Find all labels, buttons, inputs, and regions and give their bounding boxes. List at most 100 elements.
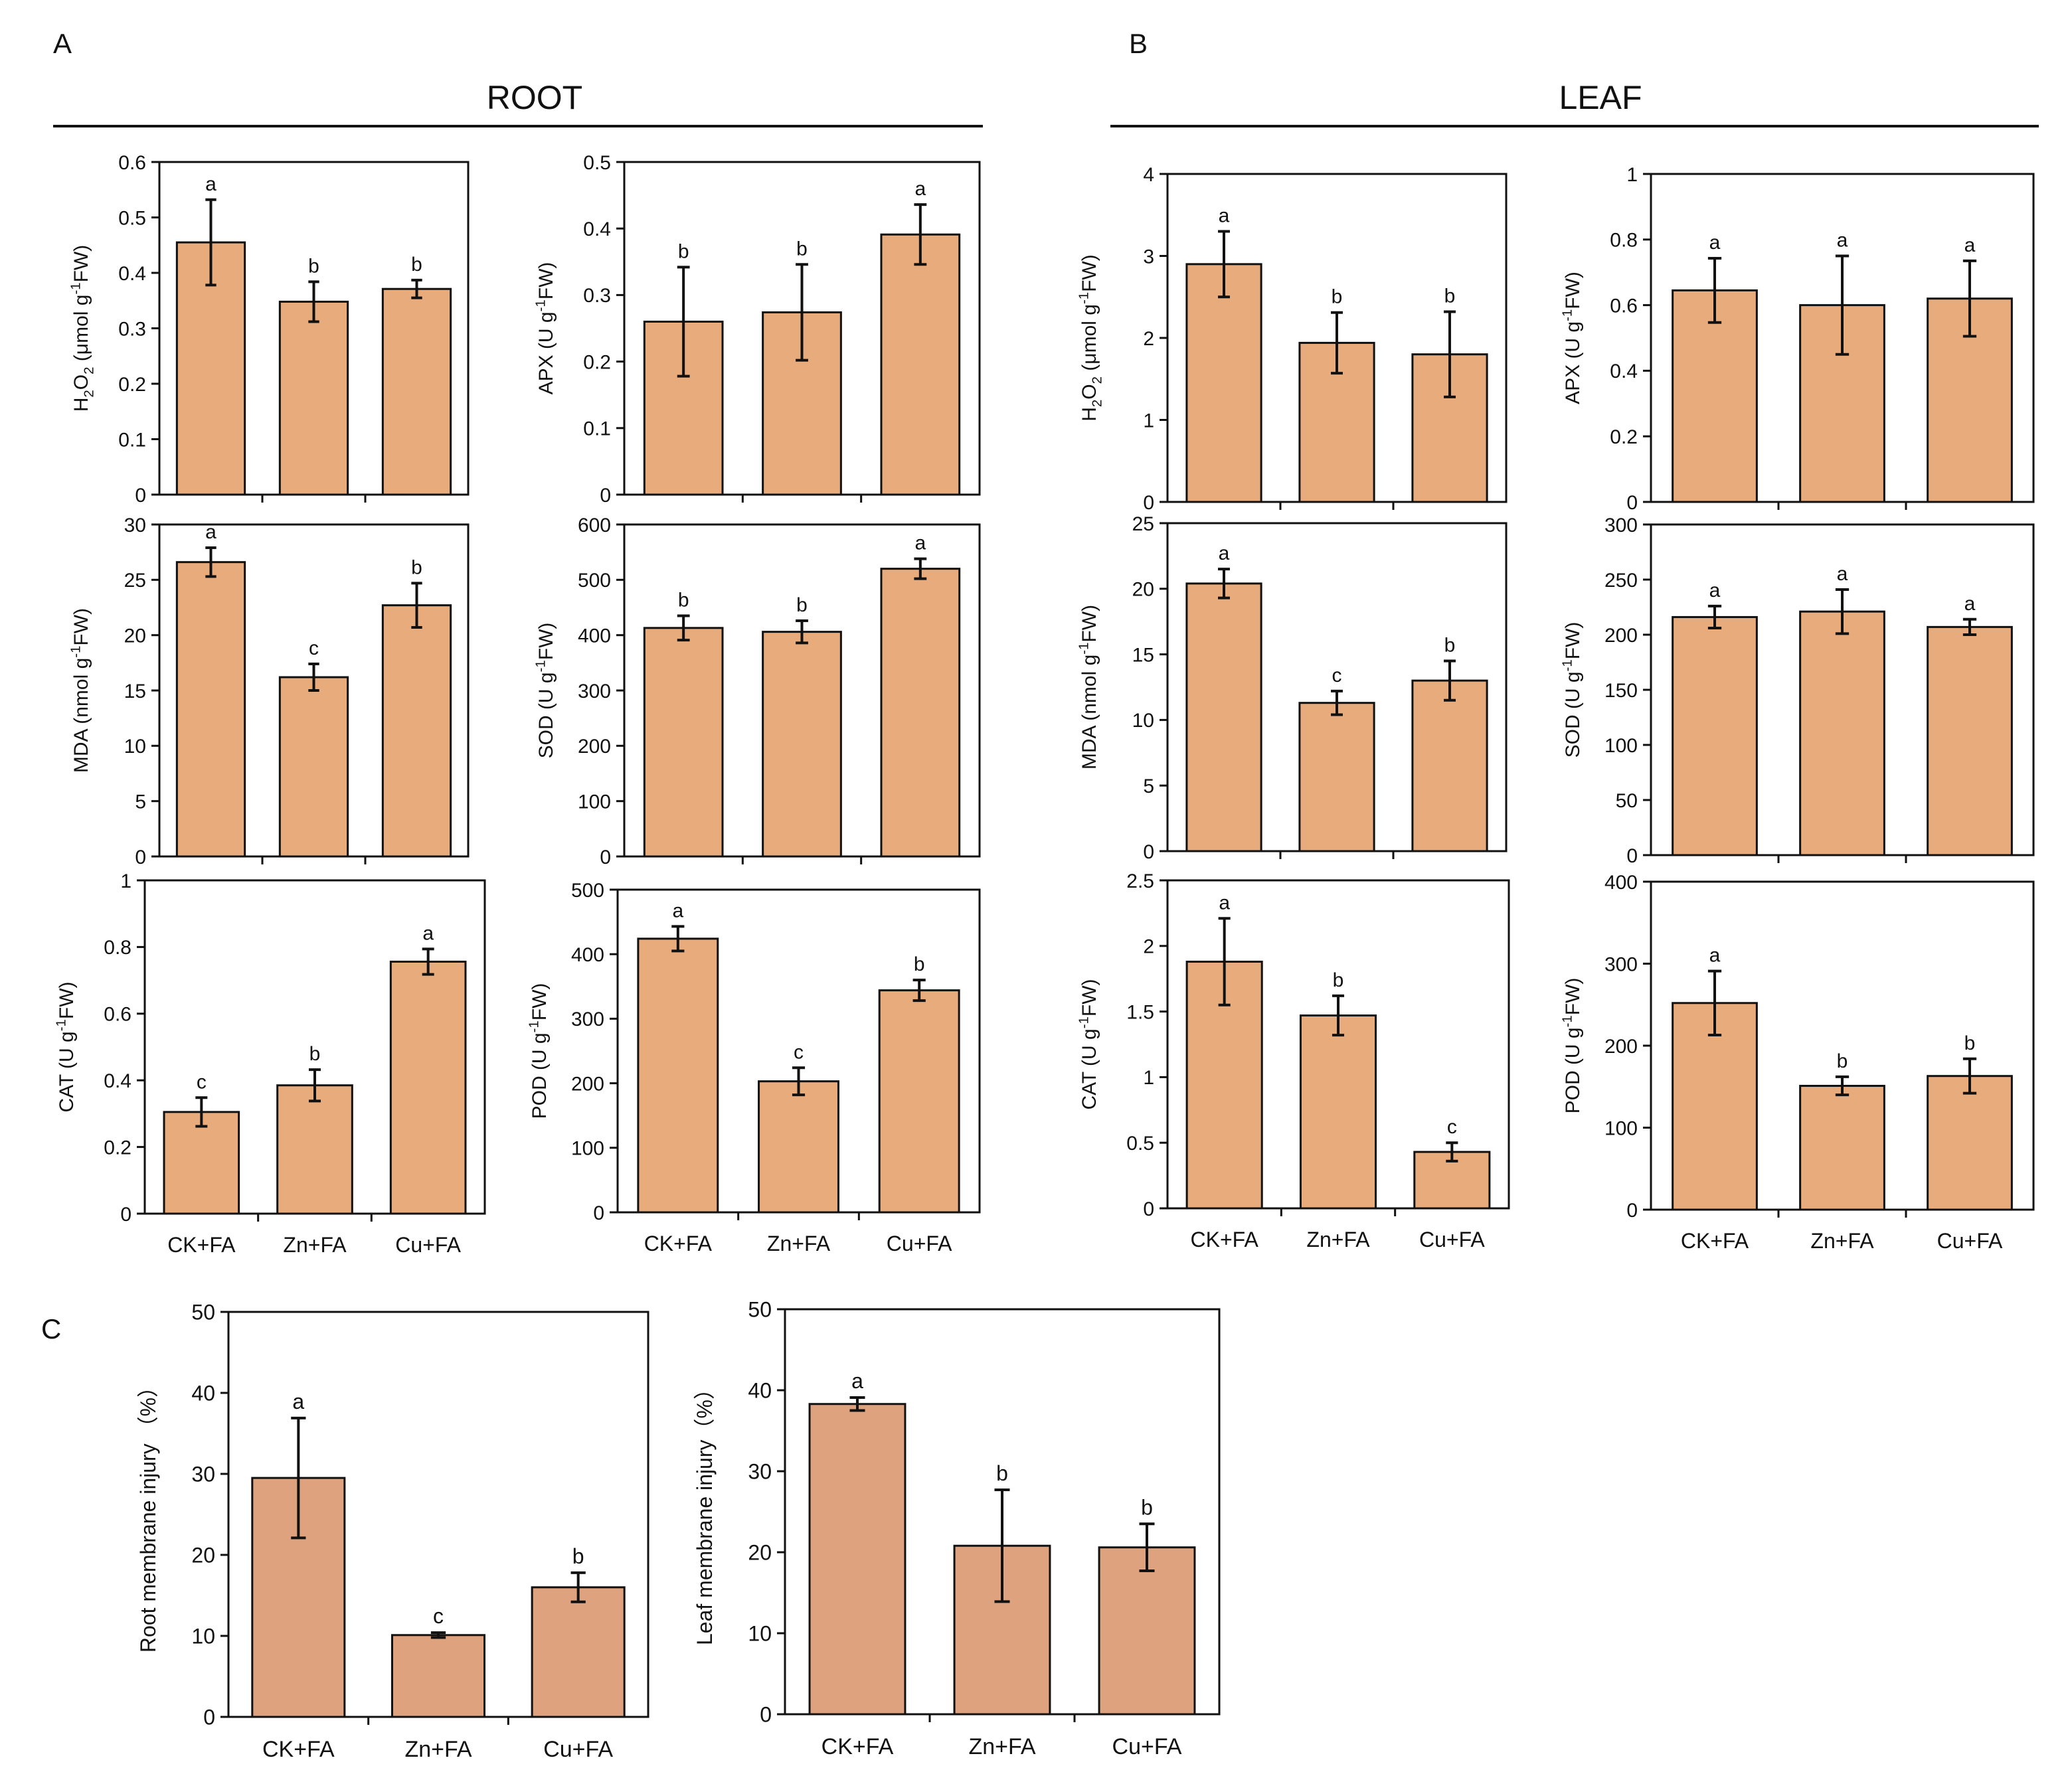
- bar-Cu+FA: [880, 568, 961, 858]
- chart-root-cat: 0 0.2 0.4 0.6 0.8 1 CAT (U g-1FW) c CK+FA b Zn+FA a…: [54, 870, 486, 1257]
- y-axis-label: APX (U g-1FW): [534, 262, 557, 395]
- significance-letter: b: [914, 953, 925, 975]
- y-tick-label: 0.5: [1126, 1133, 1154, 1155]
- y-tick-label: 2: [1143, 936, 1154, 958]
- significance-letter: a: [422, 922, 434, 944]
- y-tick-label: 0: [760, 1703, 772, 1727]
- y-tick-label: 0.5: [583, 152, 611, 174]
- y-axis-label: Root membrane injury （%）: [136, 1376, 160, 1652]
- bar-CK+FA: [1185, 263, 1262, 503]
- chart-root-pod: 0 100 200 300 400 500 POD (U g-1FW) a CK+FA c Zn+F…: [527, 880, 981, 1255]
- y-tick-label: 0: [135, 485, 146, 507]
- panel-label-a: A: [53, 28, 72, 59]
- y-tick-label: 5: [135, 791, 146, 813]
- y-tick-label: 0.6: [104, 1004, 131, 1026]
- y-tick-label: 5: [1143, 775, 1154, 797]
- y-tick-label: 0: [1143, 841, 1154, 863]
- x-tick-label: Cu+FA: [1419, 1228, 1485, 1251]
- y-tick-label: 0: [135, 846, 146, 868]
- y-tick-label: 2.5: [1126, 870, 1154, 892]
- x-tick-label: Zn+FA: [767, 1232, 831, 1255]
- chart-leaf-pod: 0 100 200 300 400 POD (U g-1FW) a CK+FA b Zn+FA b C…: [1561, 872, 2035, 1253]
- significance-letter: b: [1837, 1050, 1848, 1072]
- y-tick-label: 20: [191, 1544, 215, 1568]
- y-tick-label: 4: [1143, 164, 1154, 186]
- y-tick-label: 500: [571, 880, 604, 902]
- y-tick-label: 0.3: [583, 285, 611, 307]
- y-tick-label: 30: [124, 515, 146, 536]
- x-tick-label: Zn+FA: [1810, 1229, 1874, 1253]
- y-tick-label: 10: [748, 1622, 772, 1646]
- y-tick-label: 25: [124, 570, 146, 592]
- significance-letter: a: [914, 532, 926, 554]
- significance-letter: b: [678, 590, 689, 611]
- significance-letter: b: [796, 238, 808, 260]
- y-tick-label: 1: [1143, 410, 1154, 432]
- section-title-root: ROOT: [487, 79, 582, 116]
- y-tick-label: 40: [191, 1382, 215, 1406]
- y-tick-label: 10: [191, 1625, 215, 1649]
- bar-Zn+FA: [276, 1084, 353, 1215]
- bar-Cu+FA: [381, 287, 452, 496]
- y-tick-label: 0: [1143, 492, 1154, 514]
- significance-letter: b: [1141, 1495, 1153, 1519]
- significance-letter: b: [411, 556, 422, 578]
- y-tick-label: 150: [1604, 680, 1638, 702]
- significance-letter: a: [1709, 232, 1721, 254]
- y-axis-label: SOD (U g-1FW): [534, 623, 557, 759]
- bar-CK+FA: [643, 627, 724, 858]
- chart-root-apx: 0 0.1 0.2 0.3 0.4 0.5 APX (U g-1FW) b b a: [534, 152, 981, 507]
- significance-letter: c: [794, 1041, 804, 1063]
- bar-Cu+FA: [1098, 1546, 1196, 1716]
- y-tick-label: 100: [1604, 1117, 1638, 1139]
- y-tick-label: 0.5: [118, 207, 146, 229]
- bar-CK+FA: [175, 561, 246, 858]
- panel-label-b: B: [1129, 28, 1148, 59]
- y-tick-label: 20: [124, 625, 146, 647]
- y-tick-label: 600: [578, 515, 611, 536]
- bar-Zn+FA: [390, 1634, 486, 1718]
- y-tick-label: 100: [1604, 735, 1638, 757]
- significance-letter: a: [205, 173, 216, 195]
- y-tick-label: 0.6: [1610, 295, 1638, 317]
- y-axis-label: H2O2 (μmol g-1FW): [69, 245, 97, 412]
- y-tick-label: 30: [748, 1460, 772, 1484]
- y-axis-label: H2O2 (μmol g-1FW): [1077, 254, 1105, 421]
- bar-Zn+FA: [278, 300, 349, 496]
- y-tick-label: 25: [1132, 513, 1154, 535]
- y-tick-label: 1.5: [1126, 1001, 1154, 1023]
- significance-letter: b: [1964, 1032, 1976, 1054]
- significance-letter: c: [309, 637, 319, 659]
- bar-Cu+FA: [381, 604, 452, 858]
- chart-leaf-apx: 0 0.2 0.4 0.6 0.8 1 APX (U g-1FW) a a a: [1561, 164, 2035, 514]
- y-tick-label: 30: [191, 1463, 215, 1487]
- chart-root-sod: 0 100 200 300 400 500 600 SOD (U g-1FW) b b a: [534, 515, 981, 868]
- y-tick-label: 400: [578, 625, 611, 647]
- y-tick-label: 0.4: [104, 1070, 131, 1092]
- chart-root-h2o2: 0 0.1 0.2 0.3 0.4 0.5 0.6 H2O2 (μmol g-1FW) a b b: [69, 152, 470, 507]
- bar-Cu+FA: [1411, 679, 1488, 852]
- bar-CK+FA: [1672, 289, 1758, 503]
- significance-letter: c: [1332, 665, 1342, 686]
- y-tick-label: 10: [1132, 710, 1154, 732]
- bar-Zn+FA: [758, 1080, 839, 1214]
- significance-letter: a: [1709, 580, 1721, 602]
- x-tick-label: CK+FA: [644, 1232, 713, 1255]
- chart-root-membrane: 0 10 20 30 40 50 Root membrane injury （%） a CK+F…: [136, 1301, 649, 1762]
- significance-letter: a: [1964, 593, 1976, 615]
- y-tick-label: 0.1: [118, 429, 146, 451]
- chart-leaf-mda: 0 5 10 15 20 25 MDA (nmol g-1FW) a c b: [1077, 513, 1508, 863]
- y-tick-label: 1: [1626, 164, 1638, 186]
- y-tick-label: 100: [578, 791, 611, 813]
- significance-letter: a: [292, 1390, 304, 1413]
- y-tick-label: 300: [571, 1008, 604, 1030]
- y-tick-label: 1: [1143, 1067, 1154, 1089]
- y-axis-label: POD (U g-1FW): [1561, 978, 1584, 1114]
- y-tick-label: 50: [191, 1301, 215, 1325]
- significance-letter: a: [1219, 892, 1230, 914]
- y-tick-label: 20: [1132, 579, 1154, 601]
- y-tick-label: 200: [578, 736, 611, 758]
- bar-Zn+FA: [1298, 702, 1375, 852]
